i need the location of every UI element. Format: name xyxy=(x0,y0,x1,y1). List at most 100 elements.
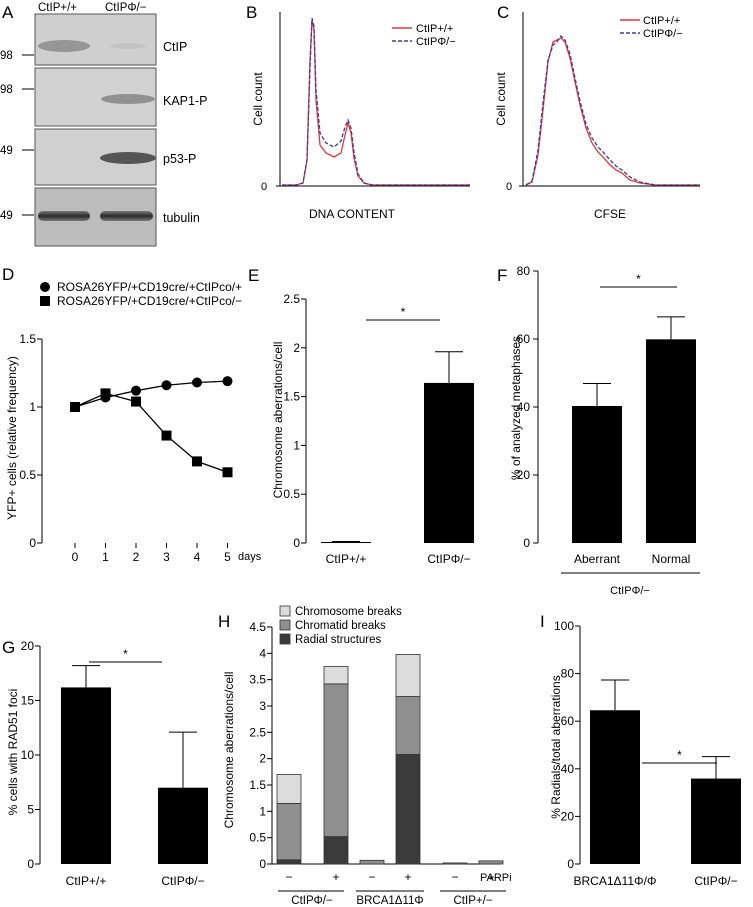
chart-h-legend-3: Radial structures xyxy=(295,634,382,646)
chart-e-ytick-label: 2.5 xyxy=(283,292,300,306)
chart-d-ytick-label: 1 xyxy=(29,400,36,414)
blot-label-p53: p53-P xyxy=(163,152,196,166)
hist-b-legend-wt: CtIP+/+ xyxy=(416,23,453,35)
chart-d-legend-2: ROSA26YFP/+CD19cre/+CtIPco/− xyxy=(57,294,242,308)
chart-g-ytick-label: 5 xyxy=(27,803,34,817)
chart-g-bar xyxy=(61,687,111,864)
panel-letter-g: G xyxy=(2,638,15,657)
chart-e-sig-star: * xyxy=(401,305,406,319)
chart-f-ytick-label: 0 xyxy=(523,536,530,550)
chart-d-point-square xyxy=(100,388,111,399)
chart-f-bar xyxy=(572,405,622,543)
band-ctip-wt xyxy=(38,40,90,52)
chart-h-ytick-label: 2 xyxy=(259,752,266,766)
chart-i-sig-star: * xyxy=(677,748,682,762)
panel-letter-e: E xyxy=(248,266,259,285)
chart-h-group-2: BRCA1Δ11Φ xyxy=(356,895,423,907)
band-p53-mut xyxy=(100,152,156,164)
chart-g-xtick-label: CtIP+/+ xyxy=(66,874,107,888)
chart-e-bar xyxy=(424,382,474,543)
panel-letter-c: C xyxy=(497,3,509,22)
chart-d-series-line-2 xyxy=(74,392,228,473)
panel-letter-h: H xyxy=(218,612,230,631)
chart-h-legend-1: Chromosome breaks xyxy=(295,606,402,618)
chart-h-bar-segment xyxy=(442,862,468,865)
chart-d-legend-marker-2 xyxy=(40,296,50,306)
blot-strip-ctip xyxy=(34,13,157,66)
chart-h-ylabel: Chromosome aberrations/cell xyxy=(222,672,236,829)
chart-d-xunit: days xyxy=(238,551,262,563)
chart-i-bar xyxy=(691,778,741,864)
hist-b-ylabel: Cell count xyxy=(251,72,265,126)
chart-i-ytick-label: 80 xyxy=(561,667,575,681)
chart-f-ytick-label: 20 xyxy=(517,468,531,482)
blot-label-tubulin: tubulin xyxy=(163,211,200,225)
chart-i-ytick-label: 40 xyxy=(561,762,575,776)
band-tubulin-mut xyxy=(100,211,153,221)
chart-e-ylabel: Chromosome aberrations/cell xyxy=(271,342,285,499)
hist-c-series-mut xyxy=(525,34,700,186)
chart-g-ytick-label: 15 xyxy=(21,694,35,708)
chart-g-ytick-label: 0 xyxy=(27,857,34,871)
hist-c-xlabel: CFSE xyxy=(594,207,626,221)
chart-d-xtick-label: 0 xyxy=(72,550,79,564)
chart-f-xtick-label: Aberrant xyxy=(574,552,621,566)
chart-d-series-line-1 xyxy=(74,380,228,408)
chart-h-legend-swatch-3 xyxy=(279,633,291,645)
chart-e-bar xyxy=(321,542,371,544)
hist-c-y0: 0 xyxy=(506,181,512,193)
chart-h-ytick-label: 0 xyxy=(259,857,266,871)
chart-h-ytick-label: 3 xyxy=(259,699,266,713)
chart-d-point-square xyxy=(222,467,233,478)
blot-marker-3: 49 xyxy=(0,145,13,157)
chart-d-point-square xyxy=(70,402,80,412)
chart-h-treatment-label: PARPi xyxy=(480,872,512,884)
chart-h-bar-segment xyxy=(395,754,421,865)
chart-d-point-circle xyxy=(192,377,202,388)
chart-h-treatment-tick: + xyxy=(487,870,494,884)
chart-e-xtick-label: CtIPΦ/− xyxy=(427,552,470,566)
chart-d-ytick-label: 0 xyxy=(29,536,36,550)
hist-c-legend-mut: CtIPΦ/− xyxy=(643,28,683,40)
chart-h-legend-2: Chromatid breaks xyxy=(295,620,386,632)
chart-h-ytick-label: 4 xyxy=(259,646,266,660)
chart-g-ytick-label: 10 xyxy=(21,748,35,762)
chart-d-point-circle xyxy=(161,380,172,391)
chart-i-ylabel: % Radials/total aberrations xyxy=(549,675,563,818)
chart-h-bar-segment xyxy=(323,683,349,838)
chart-f-ytick-label: 80 xyxy=(517,264,531,278)
chart-d-xtick-label: 2 xyxy=(133,550,140,564)
chart-h-treatment-tick: + xyxy=(332,870,339,884)
chart-h-bar-segment xyxy=(276,859,302,865)
chart-f-ytick-label: 60 xyxy=(517,332,531,346)
band-tubulin-wt xyxy=(38,211,90,221)
blot-col-wt: CtIP+/+ xyxy=(38,2,77,14)
chart-h-bar-segment xyxy=(395,696,421,755)
chart-d-xtick-label: 1 xyxy=(102,550,109,564)
chart-h-treatment-tick: + xyxy=(404,870,411,884)
chart-h-bar-segment xyxy=(359,859,385,865)
hist-b-legend-mut: CtIPΦ/− xyxy=(416,36,456,48)
panel-letter-a: A xyxy=(2,3,14,22)
chart-f-ytick-label: 40 xyxy=(517,400,531,414)
blot-marker-1: 98 xyxy=(0,50,13,62)
blot-label-ctip: CtIP xyxy=(163,40,187,54)
chart-h-bar-segment xyxy=(395,653,421,697)
chart-h-ytick-label: 1 xyxy=(259,804,266,818)
chart-e-xtick-label: CtIP+/+ xyxy=(326,552,367,566)
panel-letter-b: B xyxy=(246,3,257,22)
chart-h-bar-segment xyxy=(323,666,349,685)
chart-e-ytick-label: 2 xyxy=(293,341,300,355)
chart-d-legend-marker-1 xyxy=(40,282,50,292)
chart-h-ytick-label: 2.5 xyxy=(249,725,266,739)
hist-c-ylabel: Cell count xyxy=(494,72,508,126)
chart-d-point-square xyxy=(192,456,202,467)
blot-marker-4: 49 xyxy=(0,210,13,222)
band-kap1-mut xyxy=(101,94,155,104)
blot-marker-2: 98 xyxy=(0,84,13,96)
chart-d-point-square xyxy=(131,396,141,407)
chart-i-xtick-label: CtIPΦ/− xyxy=(694,874,737,888)
panel-letter-f: F xyxy=(497,266,507,285)
chart-f-ylabel: % of analyzed metaphases xyxy=(509,336,523,480)
